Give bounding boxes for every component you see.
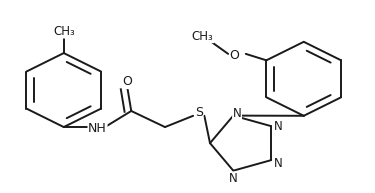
Text: N: N	[233, 107, 242, 120]
Text: CH₃: CH₃	[53, 25, 75, 38]
Text: NH: NH	[88, 122, 107, 135]
Text: CH₃: CH₃	[192, 30, 213, 43]
Text: S: S	[195, 106, 203, 119]
Text: N: N	[229, 172, 238, 185]
Text: O: O	[123, 75, 132, 88]
Text: N: N	[274, 119, 283, 133]
Text: N: N	[274, 157, 283, 170]
Text: O: O	[230, 49, 240, 62]
